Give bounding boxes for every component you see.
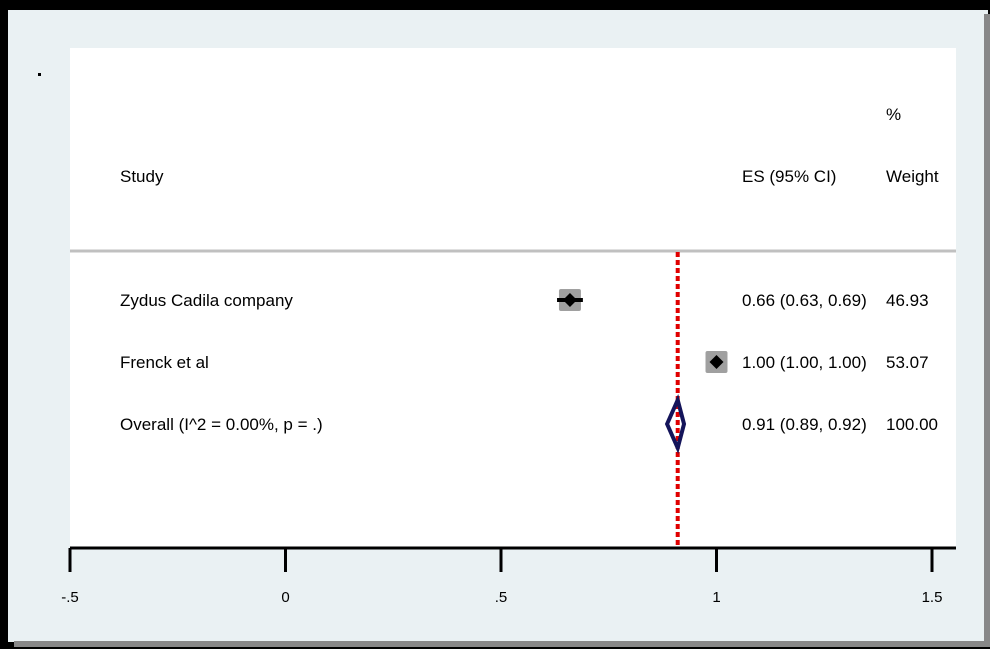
- es-header: ES (95% CI): [742, 167, 836, 186]
- overall-diamond: [664, 393, 687, 455]
- x-tick-label: 1: [712, 589, 720, 606]
- corner-dot: [38, 73, 41, 76]
- study-weight: 46.93: [886, 291, 929, 310]
- x-tick-label: 1.5: [922, 589, 943, 606]
- plot-area: [70, 48, 956, 548]
- study-es-ci: 1.00 (1.00, 1.00): [742, 353, 867, 372]
- frame-shadow-right: [984, 14, 990, 646]
- overall-label: Overall (I^2 = 0.00%, p = .): [120, 415, 323, 434]
- frame-shadow-bottom: [14, 641, 990, 647]
- point-estimate-marker: [709, 355, 724, 369]
- x-tick-label: 0: [281, 589, 289, 606]
- overall-es-ci: 0.91 (0.89, 0.92): [742, 415, 867, 434]
- x-axis: -.5 0 .5 1 1.5: [61, 546, 956, 606]
- study-name: Frenck et al: [120, 353, 209, 372]
- weight-header-top: %: [886, 105, 901, 124]
- study-rows: Zydus Cadila company 0.66 (0.63, 0.69) 46.…: [120, 252, 938, 548]
- overall-weight: 100.00: [886, 415, 938, 434]
- x-tick-label: -.5: [61, 589, 79, 606]
- weight-header: Weight: [886, 167, 939, 186]
- study-es-ci: 0.66 (0.63, 0.69): [742, 291, 867, 310]
- study-weight: 53.07: [886, 353, 929, 372]
- study-name: Zydus Cadila company: [120, 291, 293, 310]
- x-tick-label: .5: [495, 589, 508, 606]
- point-estimate-marker: [562, 293, 577, 307]
- study-header: Study: [120, 167, 164, 186]
